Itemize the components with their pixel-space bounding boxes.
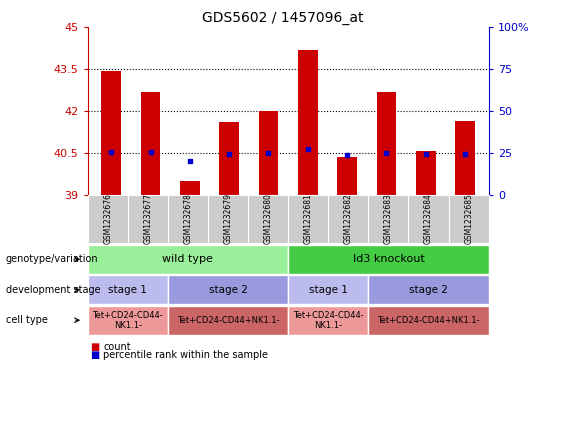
Text: GSM1232677: GSM1232677 [144,193,152,244]
Text: GSM1232681: GSM1232681 [304,194,312,244]
Bar [416,151,436,195]
Text: GSM1232678: GSM1232678 [184,193,192,244]
Text: Tet+CD24-CD44-
NK1.1-: Tet+CD24-CD44- NK1.1- [293,310,364,330]
Text: GSM1232683: GSM1232683 [384,193,393,244]
Text: ■: ■ [90,342,99,352]
Text: GSM1232684: GSM1232684 [424,193,433,244]
Bar [141,91,160,195]
Bar [337,157,357,195]
Bar [259,111,279,195]
Text: Tet+CD24-CD44+NK1.1-: Tet+CD24-CD44+NK1.1- [177,316,279,325]
Text: stage 1: stage 1 [108,285,147,295]
Text: Tet+CD24-CD44+NK1.1-: Tet+CD24-CD44+NK1.1- [377,316,480,325]
Text: GSM1232682: GSM1232682 [344,194,353,244]
Text: GSM1232680: GSM1232680 [264,193,272,244]
Text: cell type: cell type [6,315,47,325]
Bar [377,91,396,195]
Text: genotype/variation: genotype/variation [6,254,98,264]
Text: GSM1232685: GSM1232685 [464,193,473,244]
Text: GSM1232679: GSM1232679 [224,193,232,244]
Bar [455,121,475,195]
Text: stage 2: stage 2 [409,285,448,295]
Text: GDS5602 / 1457096_at: GDS5602 / 1457096_at [202,11,363,25]
Text: GSM1232676: GSM1232676 [103,193,112,244]
Bar [180,181,199,195]
Text: wild type: wild type [162,254,214,264]
Bar [219,122,239,195]
Text: ■: ■ [90,350,99,360]
Text: Id3 knockout: Id3 knockout [353,254,424,264]
Text: count: count [103,342,131,352]
Bar [101,71,121,195]
Text: stage 1: stage 1 [309,285,347,295]
Text: stage 2: stage 2 [208,285,247,295]
Text: development stage: development stage [6,285,100,295]
Text: Tet+CD24-CD44-
NK1.1-: Tet+CD24-CD44- NK1.1- [92,310,163,330]
Text: percentile rank within the sample: percentile rank within the sample [103,350,268,360]
Bar [298,50,318,195]
